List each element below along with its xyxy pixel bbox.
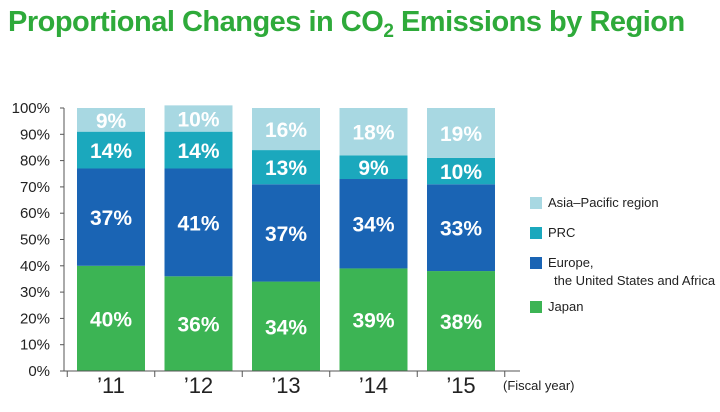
y-tick-label: 60% [20,205,50,222]
x-tick-label: ’12 [184,373,213,398]
y-tick-label: 50% [20,232,50,249]
data-label: 13% [265,157,307,180]
y-axis: 0% 10% 20% 30% 40% 50% 60% 70% 80% 90% 100% [12,100,65,380]
data-labels: 40% 37% 14% 9% 36% 41% 14% 10% 34% 37% 13% 16% 39% 34… [90,109,482,340]
bar-segment [427,184,495,272]
data-label: 10% [177,109,219,132]
bar-segment [164,131,233,169]
bar-segment [164,168,233,277]
legend-label: the United States and Africa [554,273,716,288]
data-label: 39% [352,310,394,333]
bar-segment [427,271,495,371]
data-label: 38% [440,311,482,334]
y-tick-label: 40% [20,258,50,275]
data-label: 19% [440,123,482,146]
y-tick-label: 20% [20,310,50,327]
legend-label: Europe, [548,255,594,270]
legend-swatch [530,197,542,209]
y-tick-label: 30% [20,284,50,301]
bar-segment [77,168,145,266]
bar-segment [77,108,145,132]
data-label: 33% [440,218,482,241]
bar-segment [77,131,145,169]
data-label: 9% [358,157,389,180]
legend-label: PRC [548,225,575,240]
title-suffix: Emissions by Region [393,6,685,38]
legend-label: Asia–Pacific region [548,195,659,210]
x-axis-unit-label: (Fiscal year) [503,378,575,393]
legend: Asia–Pacific region PRC Europe, the United … [530,195,716,314]
y-tick-label: 70% [20,179,50,196]
y-tick-label: 80% [20,153,50,170]
bar-segment [164,105,233,132]
bar-segment [339,179,408,269]
x-tick-label: ’13 [271,373,300,398]
title-prefix: Proportional Changes in CO [8,6,384,38]
bar-segment [427,157,495,185]
x-axis: ’11 ’12 ’13 ’14 ’15 (Fiscal year) [64,370,575,398]
data-label: 16% [265,119,307,142]
bar-segment [339,155,408,180]
data-label: 9% [96,110,127,133]
legend-swatch [530,257,542,269]
y-tick-label: 10% [20,337,50,354]
data-label: 41% [177,212,219,235]
y-tick-label: 100% [12,100,50,117]
bars [77,105,495,371]
data-label: 18% [352,122,394,145]
data-label: 14% [177,140,219,163]
legend-label: Japan [548,299,583,314]
data-label: 10% [440,161,482,184]
data-label: 14% [90,140,132,163]
y-tick-label: 0% [28,363,50,380]
y-tick-label: 90% [20,126,50,143]
bar-segment [427,108,495,158]
bar-segment [164,276,233,371]
data-label: 37% [265,223,307,246]
data-label: 36% [177,314,219,337]
legend-swatch [530,301,542,313]
title-subscript: 2 [383,21,394,42]
bar-segment [339,268,408,371]
data-label: 40% [90,308,132,331]
bar-segment [252,281,320,371]
bar-segment [252,150,320,185]
chart-title: Proportional Changes in CO2 Emissions by… [8,6,685,43]
bar-segment [252,184,320,282]
legend-swatch [530,227,542,239]
x-tick-label: ’11 [97,373,125,398]
data-label: 34% [265,316,307,339]
bar-segment [77,265,145,371]
data-label: 34% [352,214,394,237]
data-label: 37% [90,207,132,230]
bar-segment [252,108,320,151]
x-tick-label: ’14 [359,373,388,398]
bar-segment [339,108,408,156]
x-tick-label: ’15 [446,373,475,398]
